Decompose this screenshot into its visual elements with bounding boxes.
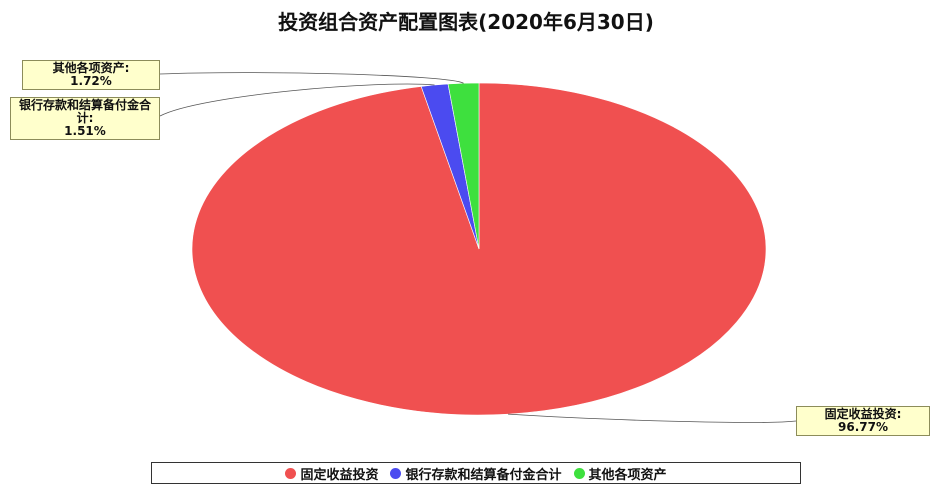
legend-swatch bbox=[390, 467, 402, 479]
callout-label: 其他各项资产: bbox=[52, 61, 130, 75]
callout-label: 银行存款和结算备付金合计: bbox=[18, 98, 151, 125]
legend-label: 其他各项资产 bbox=[588, 467, 667, 483]
legend-swatch bbox=[573, 467, 585, 479]
legend-label: 银行存款和结算备付金合计 bbox=[405, 467, 562, 483]
chart-legend: 固定收益投资 银行存款和结算备付金合计 其他各项资产 bbox=[151, 462, 801, 484]
callout-value: 96.77% bbox=[838, 420, 888, 434]
chart-title: 投资组合资产配置图表(2020年6月30日) bbox=[278, 10, 654, 34]
callout-fixed-income: 固定收益投资: 96.77% bbox=[796, 406, 930, 436]
legend-label: 固定收益投资 bbox=[300, 467, 379, 483]
legend-item-bank-deposits: 银行存款和结算备付金合计 bbox=[390, 464, 562, 483]
leader-other-assets bbox=[159, 72, 464, 84]
callout-value: 1.72% bbox=[70, 74, 112, 88]
leader-bank-deposits bbox=[159, 83, 435, 117]
callout-value: 1.51% bbox=[64, 124, 106, 138]
callout-label: 固定收益投资: bbox=[824, 407, 902, 421]
leader-fixed-income bbox=[508, 413, 797, 423]
callout-bank-deposits: 银行存款和结算备付金合计: 1.51% bbox=[10, 97, 160, 140]
legend-item-fixed-income: 固定收益投资 bbox=[285, 464, 378, 483]
legend-item-other-assets: 其他各项资产 bbox=[573, 464, 667, 483]
legend-swatch bbox=[285, 467, 297, 479]
callout-other-assets: 其他各项资产: 1.72% bbox=[22, 60, 160, 90]
